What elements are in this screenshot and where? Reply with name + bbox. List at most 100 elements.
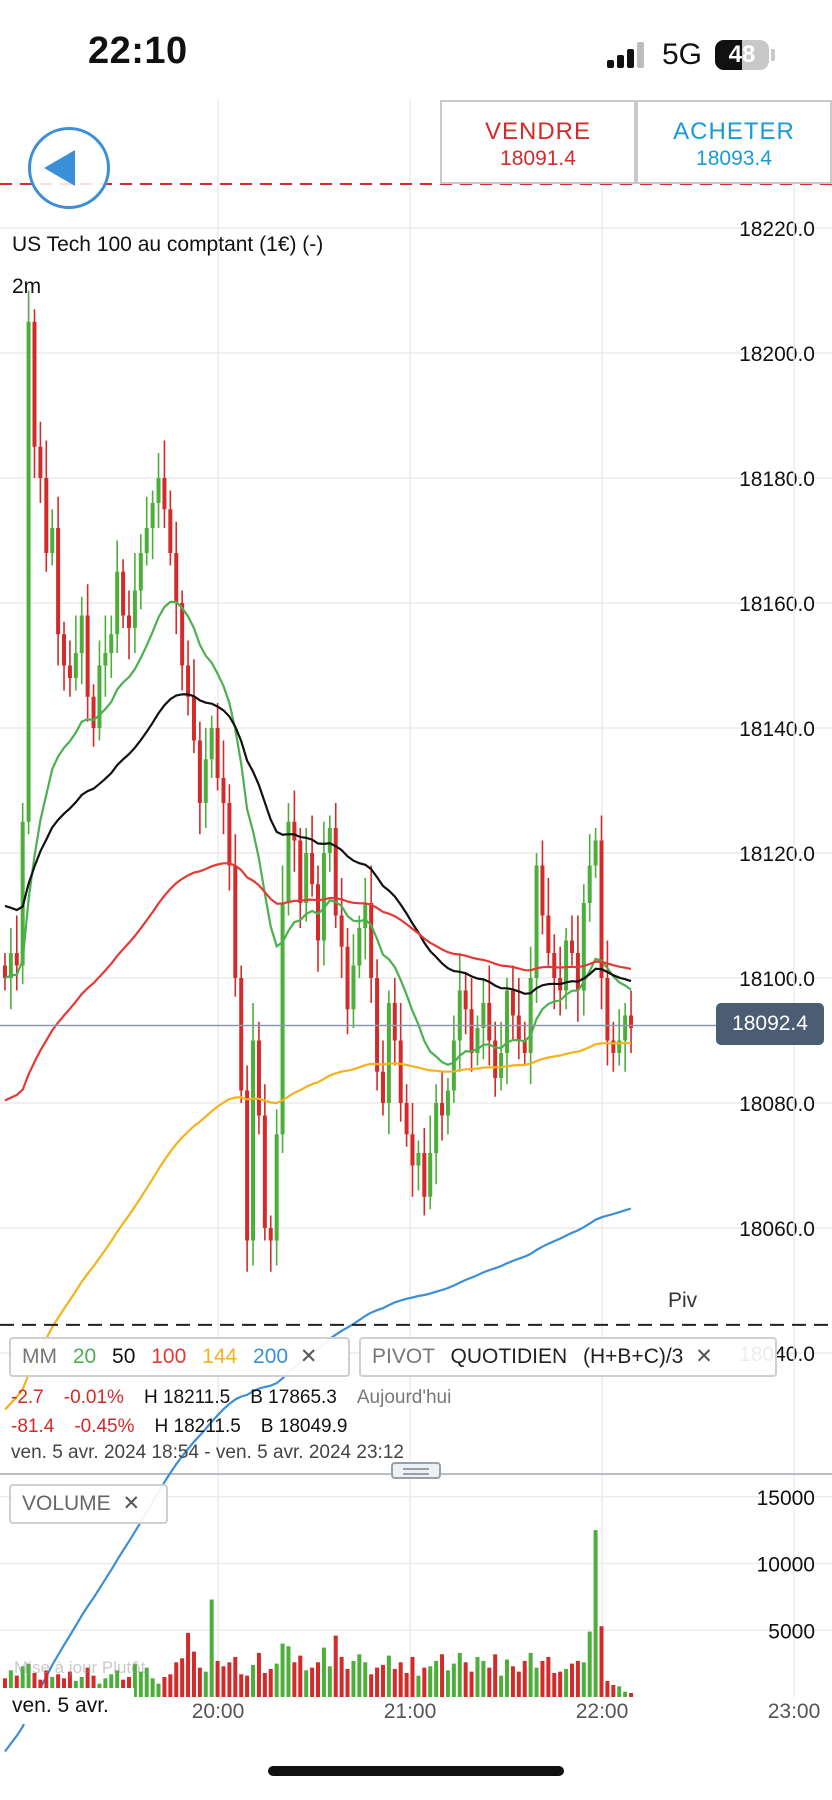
volume-chip[interactable]: VOLUME ✕ [9, 1484, 168, 1524]
pivot-chip[interactable]: PIVOT QUOTIDIEN (H+B+C)/3 ✕ [359, 1337, 777, 1377]
candle-body [44, 478, 49, 553]
volume-bar [410, 1656, 415, 1697]
volume-bar [310, 1667, 315, 1697]
mm-period-144: 144 [202, 1345, 238, 1368]
candle-body [463, 990, 468, 1010]
date-range: ven. 5 avr. 2024 18:54 - ven. 5 avr. 202… [11, 1442, 404, 1463]
candle-body [351, 965, 356, 1010]
candle-body [534, 865, 539, 978]
candle-body [115, 571, 120, 635]
volume-bar [375, 1667, 380, 1697]
candle-body [174, 553, 179, 603]
volume-bar [416, 1675, 421, 1697]
volume-bar [363, 1662, 368, 1697]
volume-bar [546, 1656, 551, 1697]
candle-body [333, 828, 338, 916]
candle-body [528, 978, 533, 1053]
candle-body [67, 665, 72, 678]
volume-bar [126, 1676, 131, 1697]
candle-body [180, 603, 185, 666]
candle-body [79, 615, 84, 653]
candle-body [215, 728, 220, 778]
candle-body [298, 840, 303, 903]
volume-bar [333, 1635, 338, 1697]
candle-body [239, 978, 244, 1091]
volume-bar [20, 1666, 25, 1697]
candle-body [156, 478, 161, 503]
volume-tick-label: 10000 [757, 1554, 815, 1577]
volume-bar [162, 1676, 167, 1697]
volume-bar [587, 1631, 592, 1697]
volume-bar [91, 1675, 96, 1697]
candle-body [2, 965, 7, 978]
candle-body [457, 990, 462, 1041]
candle-body [445, 1090, 450, 1116]
volume-bar [564, 1668, 569, 1697]
sell-button[interactable]: VENDRE 18091.4 [440, 100, 636, 184]
volume-bar [440, 1654, 445, 1697]
chart-period[interactable]: 2m [12, 275, 42, 298]
candle-body [38, 446, 43, 478]
volume-bar [251, 1664, 256, 1697]
volume-bar [209, 1599, 214, 1697]
volume-close-icon[interactable]: ✕ [122, 1492, 141, 1515]
ma20-line [4, 600, 632, 1066]
price-tick-label: 18140.0 [739, 718, 815, 741]
volume-bar [286, 1646, 291, 1697]
candle-body [510, 990, 515, 1016]
candle-body [475, 1028, 480, 1053]
buy-button[interactable]: ACHETER 18093.4 [636, 100, 832, 184]
pane-resize-handle[interactable] [391, 1462, 441, 1479]
candle-body [280, 903, 285, 1135]
back-button[interactable] [28, 127, 110, 209]
candle-body [499, 1053, 504, 1078]
volume-bar [56, 1674, 61, 1697]
battery-level: 48 [728, 41, 756, 68]
candle-body [575, 953, 580, 991]
instrument-name: US Tech 100 au comptant (1€) (-) [12, 233, 324, 256]
candle-body [262, 1115, 267, 1228]
candle-body [186, 665, 191, 697]
candle-body [132, 590, 137, 628]
current-date-label: ven. 5 avr. [0, 1688, 134, 1724]
pivot-mode: QUOTIDIEN [450, 1345, 568, 1368]
stats-today-high: H 18211.5 [143, 1387, 231, 1408]
volume-tick-label: 15000 [757, 1487, 815, 1510]
volume-bar [103, 1678, 108, 1697]
volume-bar [428, 1666, 433, 1697]
candle-body [487, 1003, 492, 1041]
pivot-name: PIVOT [372, 1345, 435, 1368]
pivot-close-icon[interactable]: ✕ [695, 1345, 713, 1368]
battery-icon: 48 [715, 40, 769, 70]
back-arrow-icon [44, 150, 75, 186]
volume-bar [138, 1671, 143, 1697]
ma144-line [4, 1041, 632, 1411]
candle-body [629, 1015, 634, 1028]
candle-body [345, 946, 350, 1010]
volume-bar [292, 1662, 297, 1697]
candle-body [304, 853, 309, 903]
volume-bar [351, 1660, 356, 1697]
volume-bar [463, 1662, 468, 1697]
candle-body [587, 865, 592, 903]
price-tick-label: 18060.0 [739, 1218, 815, 1241]
mm-period-50: 50 [112, 1345, 136, 1368]
candle-body [422, 1153, 427, 1197]
volume-bar [569, 1663, 574, 1697]
volume-bar [605, 1680, 610, 1697]
volume-bar [203, 1671, 208, 1697]
mm-close-icon[interactable]: ✕ [299, 1345, 318, 1368]
stats-today: -2.7 -0.01% H 18211.5 B 17865.3 Aujourd'hui [11, 1387, 471, 1409]
battery-tip [771, 49, 775, 61]
moving-average-chip[interactable]: MM 20 50 100 144 200 ✕ [9, 1337, 350, 1377]
stats-today-pct: -0.01% [63, 1387, 124, 1408]
candle-body [404, 1103, 409, 1135]
volume-bar [274, 1663, 279, 1697]
candle-body [85, 615, 90, 697]
home-indicator[interactable] [268, 1766, 564, 1776]
candle-body [398, 1040, 403, 1103]
stats-today-low: B 17865.3 [250, 1387, 337, 1408]
volume-bar [233, 1656, 238, 1697]
network-type: 5G [662, 38, 703, 71]
